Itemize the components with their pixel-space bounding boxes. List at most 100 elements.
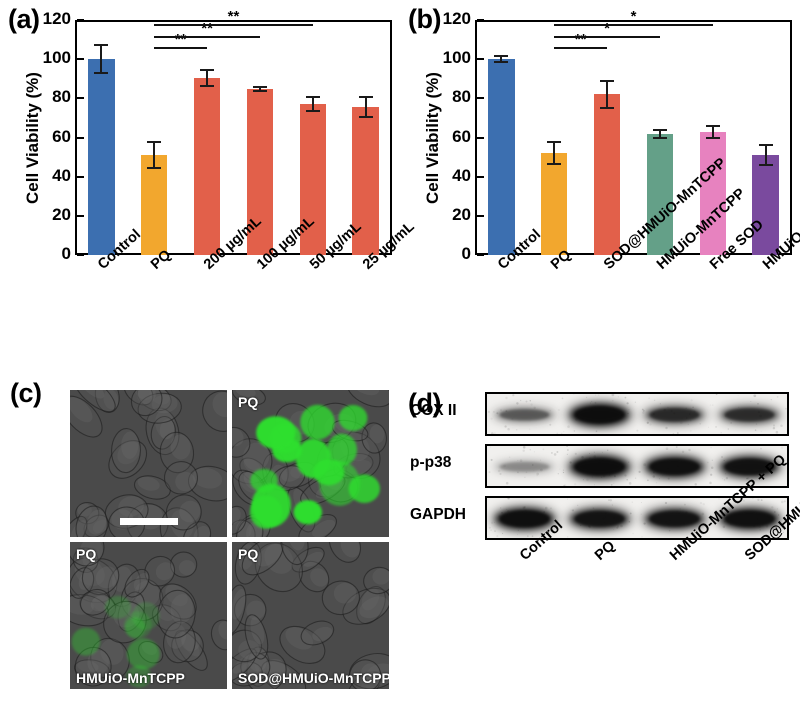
- bar-6: [352, 107, 379, 255]
- error-bar-cap: [758, 144, 773, 147]
- y-tick-label: 120: [442, 9, 471, 28]
- error-bar: [100, 45, 103, 73]
- microscopy-image-pq: PQ: [232, 390, 389, 537]
- y-tick-mark: [77, 136, 84, 139]
- panel-b-plot-area: [475, 20, 792, 255]
- error-bar-cap: [705, 136, 720, 139]
- blot-bands: [487, 394, 787, 434]
- y-tick-mark: [477, 19, 484, 21]
- error-bar-cap: [252, 89, 267, 92]
- error-bar-cap: [758, 163, 773, 166]
- panel-d: (d) COX II p-p38 GAPDH Control PQ HMUiO-MnTC…: [400, 370, 800, 727]
- error-bar-cap: [200, 68, 215, 71]
- error-bar-cap: [200, 84, 215, 87]
- microscopy-bottom-label: HMUiO-MnTCPP: [76, 670, 185, 686]
- y-tick-label: 0: [61, 244, 71, 263]
- y-tick-label: 120: [42, 9, 71, 28]
- bar-2: [541, 153, 568, 255]
- error-bar-cap: [600, 79, 615, 82]
- error-bar-cap: [494, 61, 509, 64]
- significance-line-2: [154, 35, 260, 38]
- y-tick-mark: [477, 214, 484, 217]
- y-tick-mark: [77, 214, 84, 217]
- y-tick-label: 100: [442, 48, 471, 68]
- error-bar: [153, 142, 156, 168]
- panel-b: (b) Cell Viability (%) 0 20 40 60 80 100 120 *…: [400, 0, 800, 370]
- error-bar: [658, 129, 661, 138]
- error-bar-cap: [652, 136, 667, 139]
- error-bar-cap: [652, 128, 667, 131]
- significance-star-3: *: [630, 7, 637, 25]
- blot-bands: [488, 446, 784, 486]
- error-bar-cap: [358, 115, 373, 118]
- error-bar: [711, 125, 714, 138]
- panel-c: (c) PQ PQ HMUiO-MnTCPP PQ SOD@HMUiO-MnTCPP: [0, 370, 400, 727]
- error-bar-cap: [358, 96, 373, 99]
- error-bar-cap: [94, 71, 109, 74]
- blot-row-label-cox-ii: COX II: [410, 402, 457, 419]
- y-tick-mark: [477, 97, 484, 100]
- blot-membrane-3: [485, 496, 789, 540]
- y-tick-mark: [477, 254, 484, 256]
- error-bar-cap: [94, 44, 109, 47]
- error-bar-cap: [547, 162, 562, 165]
- bar-1: [88, 59, 115, 255]
- cell-texture: [232, 542, 389, 689]
- y-tick-mark: [477, 58, 484, 61]
- bar-3: [193, 77, 221, 255]
- error-bar: [500, 56, 503, 63]
- significance-star-2: *: [604, 19, 610, 37]
- error-bar: [553, 142, 556, 164]
- y-tick-label: 100: [42, 48, 71, 68]
- error-bar: [206, 69, 209, 86]
- bar-4: [646, 133, 674, 255]
- error-bar: [258, 86, 261, 91]
- bar-5: [299, 104, 326, 255]
- bar-2: [141, 155, 168, 255]
- y-tick-label: 20: [452, 204, 471, 224]
- y-tick-label: 80: [52, 87, 71, 107]
- y-tick-mark: [77, 254, 84, 256]
- panel-a-label: (a): [8, 4, 40, 34]
- y-tick-label: 0: [461, 244, 471, 263]
- blot-lane-label-2: PQ: [591, 537, 618, 564]
- error-bar-cap: [147, 166, 162, 169]
- y-tick-label: 40: [52, 165, 71, 185]
- bar-5: [699, 131, 726, 255]
- microscopy-top-label: PQ: [76, 546, 97, 562]
- blot-bands: [488, 498, 786, 538]
- panel-d-label: (d): [408, 388, 441, 418]
- bar-6: [752, 155, 779, 255]
- significance-star-1: **: [174, 31, 187, 49]
- error-bar-cap: [547, 141, 562, 144]
- bar-1: [488, 59, 515, 255]
- microscopy-bottom-label: SOD@HMUiO-MnTCPP: [238, 670, 389, 686]
- error-bar-cap: [252, 85, 267, 88]
- microscopy-image-control: [70, 390, 227, 537]
- panel-b-label: (b): [408, 4, 441, 34]
- error-bar: [764, 145, 767, 165]
- error-bar: [606, 80, 609, 109]
- significance-line-1: [554, 47, 608, 50]
- microscopy-top-label: PQ: [238, 394, 259, 410]
- y-tick-label: 80: [452, 87, 471, 107]
- error-bar-cap: [305, 96, 320, 99]
- blot-row-label-p-p38: p-p38: [410, 454, 452, 471]
- panel-a-plot-area: [75, 20, 392, 255]
- error-bar-cap: [705, 124, 720, 127]
- error-bar: [364, 97, 367, 117]
- significance-star-1: **: [574, 31, 587, 49]
- y-tick-label: 60: [52, 126, 71, 146]
- blot-membrane-1: [485, 392, 789, 436]
- error-bar-cap: [494, 55, 509, 58]
- significance-line-1: [154, 47, 208, 50]
- significance-line-3: [154, 23, 313, 26]
- error-bar: [311, 97, 314, 112]
- cell-texture: [70, 390, 227, 537]
- significance-star-2: **: [201, 19, 213, 37]
- y-tick-label: 40: [452, 165, 471, 185]
- y-tick-mark: [477, 175, 484, 178]
- microscopy-top-label: PQ: [238, 546, 259, 562]
- significance-line-2: [554, 35, 660, 38]
- y-tick-label: 20: [52, 204, 71, 224]
